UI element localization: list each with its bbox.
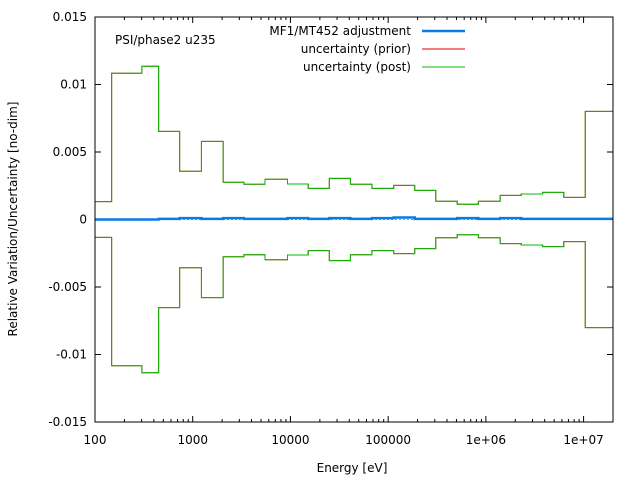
legend-label-adjustment: MF1/MT452 adjustment (269, 24, 411, 38)
legend: MF1/MT452 adjustment uncertainty (prior)… (269, 24, 465, 74)
axis-ticks: 0.015 0.01 0.005 0 -0.005 -0.01 -0.015 100 1000 1… (48, 10, 614, 447)
x-tick-label: 1000 (177, 433, 208, 447)
series-uncertainty-post- (95, 65, 613, 205)
x-tick-label: 1e+07 (563, 433, 603, 447)
legend-label-post: uncertainty (post) (303, 60, 411, 74)
series-uncertainty-post--negative (95, 234, 613, 374)
x-tick-label: 10000 (271, 433, 309, 447)
y-tick-label: -0.01 (56, 348, 87, 362)
series-mf1-mt452-adjustment (95, 216, 613, 221)
y-tick-label: 0.01 (60, 78, 87, 92)
series-uncertainty-prior- (95, 65, 613, 205)
y-axis-label: Relative Variation/Uncertainty [no-dim] (6, 102, 20, 337)
annotation: PSI/phase2 u235 (115, 33, 216, 47)
legend-label-prior: uncertainty (prior) (301, 42, 411, 56)
x-tick-label: 100 (84, 433, 107, 447)
series-group (95, 65, 613, 374)
y-tick-label: -0.005 (48, 280, 87, 294)
y-tick-label: 0 (79, 213, 87, 227)
x-tick-label: 1e+06 (466, 433, 506, 447)
y-tick-label: 0.015 (53, 10, 87, 24)
y-tick-label: 0.005 (53, 145, 87, 159)
y-tick-label: -0.015 (48, 415, 87, 429)
plot-frame (94, 16, 614, 423)
x-tick-label: 100000 (365, 433, 411, 447)
x-axis-label: Energy [eV] (317, 461, 388, 475)
series-uncertainty-prior--negative (95, 234, 613, 374)
